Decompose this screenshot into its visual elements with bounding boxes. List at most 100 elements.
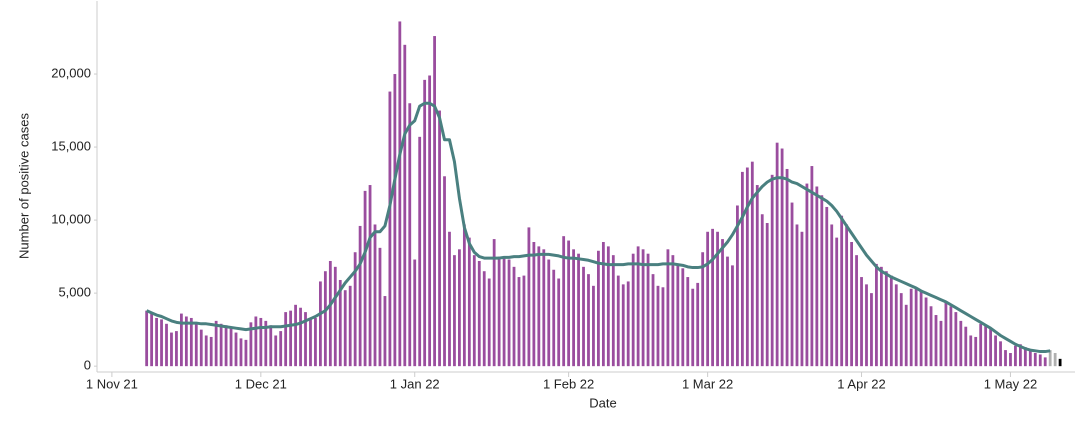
bar (577, 253, 580, 367)
bar (1058, 358, 1062, 367)
bar (304, 312, 307, 367)
bar (959, 320, 963, 367)
bar (646, 253, 650, 367)
bar (587, 274, 590, 367)
bar (934, 315, 938, 367)
bar (497, 256, 501, 367)
bar (656, 285, 660, 367)
bar (408, 103, 412, 367)
bar (979, 323, 983, 367)
bar (1053, 353, 1057, 367)
bar (666, 249, 670, 367)
bar (199, 329, 203, 367)
x-tick-label: 1 Dec 21 (235, 376, 287, 391)
bar (319, 281, 322, 367)
bar (418, 136, 422, 367)
y-tick-label: 5,000 (58, 285, 91, 300)
bar (760, 214, 764, 367)
bar (1018, 344, 1022, 367)
bar (155, 317, 158, 367)
bar (721, 239, 724, 367)
bar (328, 260, 332, 367)
bar (1014, 345, 1017, 367)
bar (532, 242, 536, 367)
bar (621, 284, 625, 367)
bar (363, 190, 367, 367)
bar (631, 253, 635, 367)
bar (502, 258, 506, 367)
bar (249, 322, 253, 367)
bar (373, 224, 377, 367)
bar (691, 288, 695, 367)
bar (343, 290, 347, 367)
bar (855, 255, 858, 367)
bar (606, 246, 610, 367)
bar (601, 242, 605, 367)
bar (398, 21, 402, 367)
bar (825, 206, 829, 367)
bar (1038, 354, 1042, 367)
bar (597, 250, 600, 367)
x-tick-label: 1 Nov 21 (86, 376, 138, 391)
bar (557, 278, 561, 367)
bar (681, 268, 685, 367)
bar (884, 271, 888, 367)
x-tick-label: 1 May 22 (984, 376, 1037, 391)
x-tick-label: 1 Jan 22 (390, 376, 440, 391)
bar (239, 338, 243, 367)
bar (527, 227, 531, 367)
bar (254, 316, 258, 367)
bar (790, 202, 794, 367)
bar (770, 174, 774, 367)
bar (284, 312, 288, 367)
bar (358, 225, 362, 367)
bar (711, 228, 714, 367)
bar (845, 224, 849, 367)
bar (879, 266, 883, 367)
bar (815, 186, 819, 367)
bar (611, 255, 615, 367)
bar (224, 325, 228, 367)
bar (1028, 350, 1032, 367)
bar (835, 237, 839, 367)
bar (592, 285, 595, 367)
bar (870, 293, 873, 367)
bar (274, 335, 278, 367)
bar (443, 176, 446, 367)
bar (323, 271, 327, 367)
bar (388, 91, 392, 367)
y-tick-label: 0 (84, 358, 91, 373)
bar (701, 252, 705, 367)
bar (453, 255, 456, 367)
bar (279, 331, 283, 367)
bar (234, 332, 238, 367)
bar (194, 322, 198, 367)
bar (706, 231, 710, 367)
bar (378, 247, 382, 367)
bar (338, 279, 342, 367)
bar (716, 231, 719, 367)
bar (393, 74, 397, 367)
moving-average-line (146, 101, 1051, 354)
bar (944, 301, 948, 367)
bar (929, 306, 933, 367)
bar (438, 110, 441, 367)
bar (294, 304, 297, 367)
bar (492, 239, 496, 367)
bar (736, 205, 739, 367)
y-tick-label: 20,000 (51, 65, 91, 80)
bar (676, 263, 680, 367)
bar (969, 335, 973, 367)
bar (904, 304, 908, 367)
x-tick-label: 1 Mar 22 (682, 376, 733, 391)
bar (229, 328, 233, 367)
bar (269, 325, 273, 367)
y-tick-label: 15,000 (51, 139, 91, 154)
x-tick-label: 1 Apr 22 (837, 376, 885, 391)
bar (636, 246, 640, 367)
bar (1009, 353, 1012, 367)
bar (999, 341, 1002, 367)
bar (433, 36, 436, 367)
bar (209, 336, 213, 367)
